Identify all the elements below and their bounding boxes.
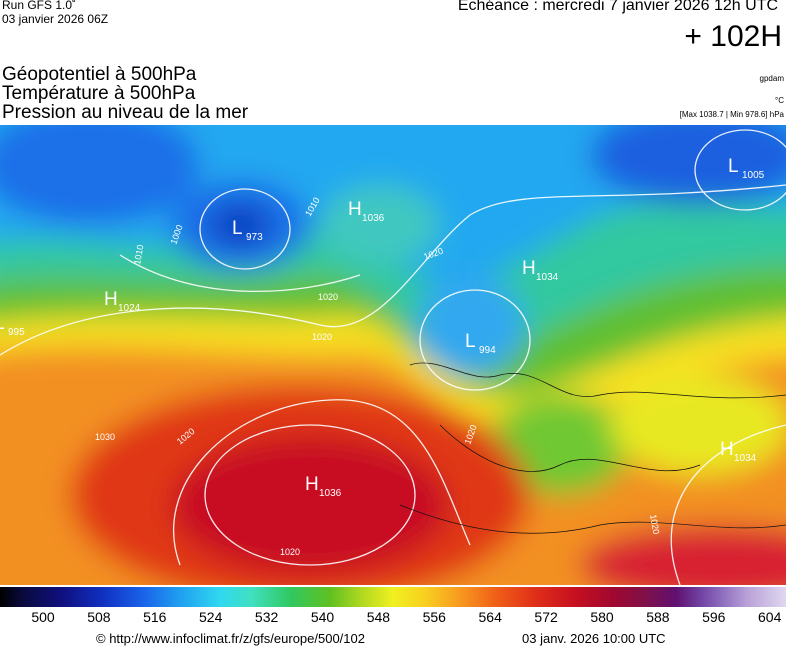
center-letter: L: [728, 156, 739, 177]
colorbar-tick-label: 524: [199, 609, 223, 625]
center-value: 994: [479, 345, 496, 356]
center-value: 1024: [118, 303, 141, 314]
title: Pression au niveau de la mer: [2, 102, 249, 123]
center-letter: L: [0, 313, 5, 334]
colorbar-tick-label: 548: [366, 609, 391, 625]
run: Run GFS 1.0˚: [2, 0, 77, 12]
title: Géopotentiel à 500hPa: [2, 64, 197, 85]
center-letter: H: [305, 474, 319, 495]
run-date: 03 janvier 2026 06Z: [2, 12, 109, 26]
colorbar-tick-label: 572: [534, 609, 558, 625]
center-letter: L: [232, 218, 243, 239]
colorbar-tick-label: 508: [87, 609, 111, 625]
center-value: 973: [246, 232, 263, 243]
center-value: 1036: [362, 213, 385, 224]
unit: °C: [775, 96, 784, 105]
colorbar-tick-label: 580: [590, 609, 614, 625]
center-value: 1036: [319, 488, 342, 499]
title: Température à 500hPa: [2, 83, 196, 104]
unit: [Max 1038.7 | Min 978.6] hPa: [679, 110, 784, 119]
echeance: Echéance : mercredi 7 janvier 2026 12h U…: [457, 0, 778, 14]
center-letter: H: [720, 439, 734, 460]
map: L973H1024L995H1036H1034L994L1005H1036H10…: [0, 125, 786, 585]
center-value: 1034: [734, 453, 757, 464]
colorbar-tick-label: 596: [702, 609, 726, 625]
colorbar-tick-label: 540: [310, 609, 335, 625]
colorbar: [0, 587, 786, 607]
lead-time: + 102H: [684, 20, 782, 53]
isobar-label: 1020: [280, 547, 300, 557]
center-letter: H: [348, 199, 362, 220]
isobar-label: 1020: [318, 292, 338, 302]
source: © http://www.infoclimat.fr/z/gfs/europe/…: [96, 631, 365, 646]
unit: gpdam: [759, 74, 784, 83]
center-letter: H: [522, 258, 536, 279]
center-value: 1034: [536, 272, 559, 283]
isobar-label: 1030: [95, 432, 115, 442]
colorbar-tick-label: 564: [478, 609, 502, 625]
colorbar-tick-label: 532: [254, 609, 279, 625]
colorbar-tick-label: 500: [31, 609, 55, 625]
colorbar-tick-label: 604: [758, 609, 782, 625]
center-letter: H: [104, 289, 118, 310]
isobar-label: 1010: [132, 244, 145, 265]
colorbar-tick-label: 516: [143, 609, 167, 625]
colorbar-tick-label: 588: [646, 609, 670, 625]
center-value: 1005: [742, 170, 765, 181]
center-value: 995: [8, 327, 25, 338]
center-letter: L: [465, 331, 476, 352]
colorbar-tick-label: 556: [422, 609, 446, 625]
isobar-label: 1020: [648, 514, 661, 535]
isobar-label: 1020: [312, 332, 332, 342]
issued: 03 janv. 2026 10:00 UTC: [522, 631, 666, 646]
